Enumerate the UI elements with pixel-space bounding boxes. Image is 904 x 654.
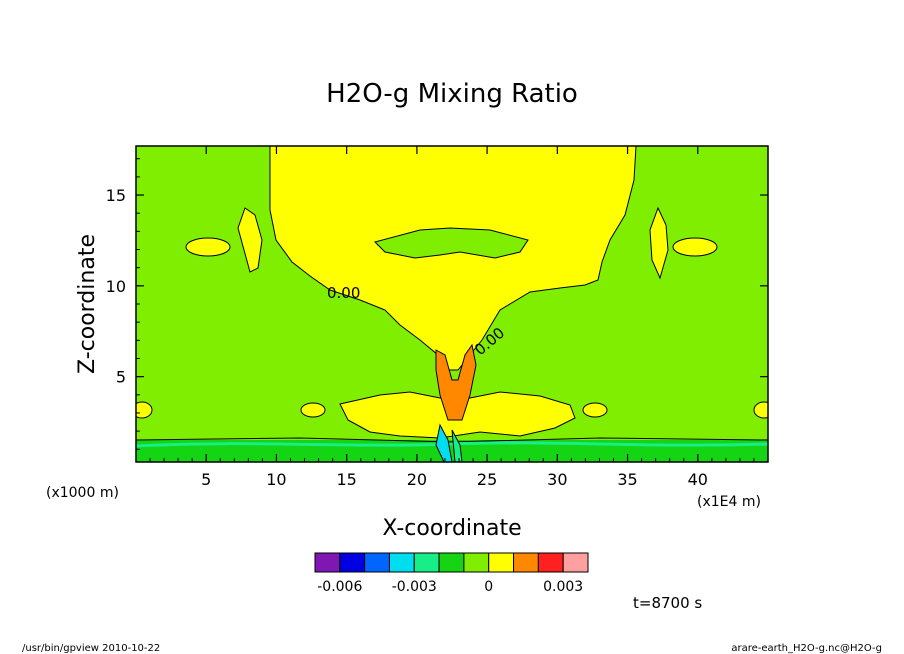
- time-label: t=8700 s: [633, 594, 702, 612]
- colorbar-labels: -0.006 -0.003 0 0.003: [317, 579, 583, 595]
- contour-region-teal-core: [451, 429, 463, 462]
- y-tick-label: 15: [106, 186, 126, 205]
- colorbar-swatch: [463, 552, 490, 573]
- x-axis: 5 10 15 20 25 30 35 40: [149, 146, 755, 489]
- contour-label-1: 0.00: [327, 284, 360, 302]
- y-axis: 5 10 15: [106, 158, 768, 450]
- footer-left: /usr/bin/gpview 2010-10-22: [22, 643, 160, 654]
- y-tick-label: 5: [116, 368, 126, 387]
- colorbar-swatch: [438, 552, 465, 573]
- colorbar-swatch: [388, 552, 415, 573]
- colorbar-tick-label: -0.003: [392, 579, 437, 595]
- x-tick-label: 5: [201, 470, 211, 489]
- colorbar-swatch: [513, 552, 539, 573]
- x-axis-unit: (x1E4 m): [697, 494, 761, 510]
- contour-ribbon-ground: [136, 441, 768, 448]
- contour-blob-edge-right: [753, 401, 768, 419]
- contour-streak-right: [649, 206, 669, 280]
- x-tick-label: 15: [336, 470, 356, 489]
- x-tick-label: 10: [266, 470, 286, 489]
- colorbar: [314, 552, 589, 573]
- x-tick-label: 20: [407, 470, 427, 489]
- colorbar-tick-label: 0.003: [543, 579, 583, 595]
- x-tick-label: 25: [477, 470, 497, 489]
- contour-blob-low-right: [582, 402, 608, 418]
- colorbar-swatch: [413, 552, 440, 573]
- contour-streak-left: [237, 207, 263, 273]
- colorbar-swatch: [537, 552, 564, 573]
- contour-line-ground: [136, 437, 768, 443]
- x-axis-label: X-coordinate: [382, 516, 521, 541]
- y-axis-unit: (x1000 m): [46, 485, 119, 501]
- x-tick-label: 30: [547, 470, 567, 489]
- contour-blob-low-left: [300, 402, 326, 418]
- colorbar-swatch: [488, 552, 515, 573]
- y-axis-label: Z-coordinate: [75, 234, 100, 374]
- contour-blob-right: [672, 237, 718, 257]
- x-tick-label: 40: [688, 470, 708, 489]
- contour-region-orange-core: [435, 343, 477, 421]
- footer-right: arare-earth_H2O-g.nc@H2O-g: [731, 643, 882, 654]
- contour-blob-left: [185, 237, 231, 257]
- colorbar-swatch: [339, 552, 366, 573]
- colorbar-swatch: [562, 552, 589, 573]
- x-tick-label: 35: [617, 470, 637, 489]
- plot-area: [135, 145, 769, 463]
- colorbar-tick-label: -0.006: [317, 579, 362, 595]
- y-tick-label: 10: [106, 277, 126, 296]
- chart-title: H2O-g Mixing Ratio: [326, 79, 578, 109]
- contour-region-green-island: [374, 227, 529, 259]
- contour-region-cyan-core: [435, 423, 453, 462]
- colorbar-swatch: [314, 552, 341, 573]
- colorbar-swatch: [364, 552, 390, 573]
- contour-blob-edge-left: [136, 401, 153, 419]
- colorbar-tick-label: 0: [484, 579, 493, 595]
